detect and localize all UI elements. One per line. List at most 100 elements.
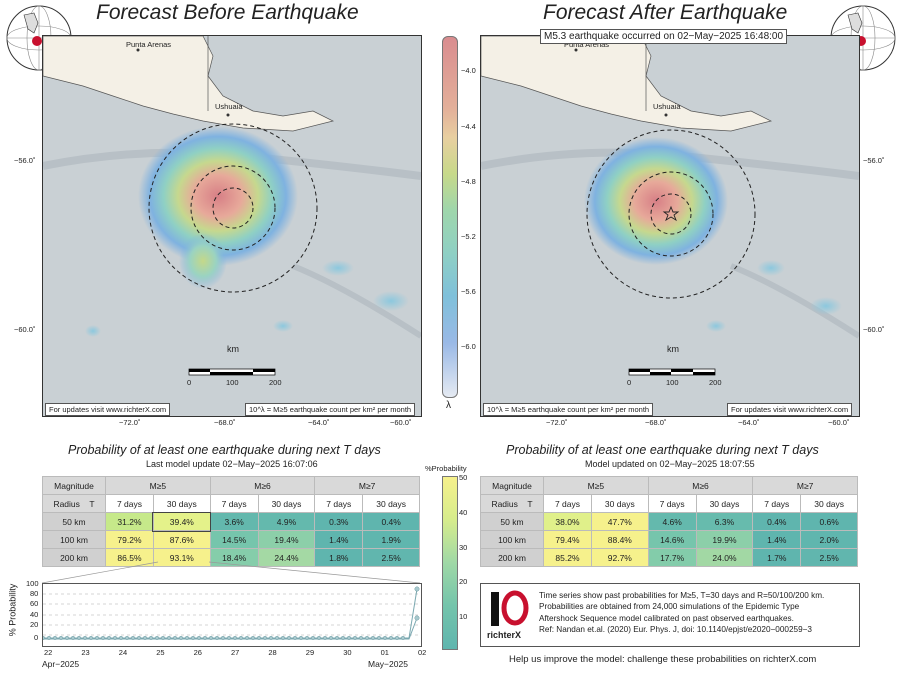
ts-point	[370, 635, 376, 641]
lat-56-right: −56.0˚	[863, 156, 885, 165]
ts-point	[148, 635, 154, 641]
ts-xtick: 26	[193, 648, 202, 657]
ts-point	[280, 635, 286, 641]
radius-200: 200 km	[42, 548, 106, 567]
ts-ytick-0: 0	[34, 633, 39, 642]
header-m7: M≥7	[752, 476, 858, 495]
ts-xtick: 02	[418, 648, 427, 657]
period-7: 7 days	[752, 494, 802, 513]
ts-point	[94, 635, 100, 641]
radius-50: 50 km	[42, 512, 106, 531]
punta-arenas-label-right: Punta Arenas	[564, 40, 610, 49]
cell: 1.7%	[752, 548, 802, 567]
prob-tick-10: 10	[459, 612, 468, 621]
before-title: Forecast Before Earthquake	[96, 1, 359, 24]
cell: 2.0%	[800, 530, 858, 549]
lambda-tick-4: −5.6	[461, 287, 476, 296]
ts-point	[328, 635, 334, 641]
scale-tick-200-right: 200	[709, 378, 722, 387]
ts-point	[184, 635, 190, 641]
scale-unit-left: km	[227, 344, 239, 354]
right-forecast-map[interactable]: Punta Arenas Ushuaia km 0 100 200 10^λ =…	[480, 35, 860, 417]
punta-arenas-label: Punta Arenas	[126, 40, 172, 49]
period-30: 30 days	[362, 494, 420, 513]
lambda-symbol: λ	[446, 400, 451, 411]
prob-tick-50: 50	[459, 473, 468, 482]
cell: 1.4%	[752, 530, 802, 549]
header-magnitude: Magnitude	[42, 476, 106, 495]
cell: 88.4%	[590, 530, 649, 549]
ts-point	[46, 635, 52, 641]
scale-bar-left	[188, 368, 276, 376]
lon-64-right: −64.0˚	[738, 418, 760, 427]
cell: 2.5%	[362, 548, 420, 567]
cell: 31.2%	[105, 512, 154, 531]
lon-60-right: −60.0˚	[828, 418, 850, 427]
cell: 86.5%	[105, 548, 154, 567]
timeseries-plot[interactable]	[40, 583, 422, 647]
ts-xtick: 28	[268, 648, 277, 657]
lambda-colorbar	[442, 36, 458, 398]
ts-xtick: 29	[305, 648, 315, 657]
cell: 47.7%	[590, 512, 649, 531]
lon-72-right: −72.0˚	[546, 418, 568, 427]
cell: 38.0%	[543, 512, 592, 531]
ts-point	[154, 635, 160, 641]
ts-point	[40, 635, 46, 641]
ts-point	[220, 635, 226, 641]
ts-point	[400, 635, 406, 641]
period-30: 30 days	[695, 494, 754, 513]
ts-point	[100, 635, 106, 641]
ts-point	[250, 635, 256, 641]
cell: 14.6%	[647, 530, 697, 549]
period-7: 7 days	[209, 494, 259, 513]
prob-tick-40: 40	[459, 508, 468, 517]
ts-point	[352, 635, 358, 641]
updates-note-left[interactable]: For updates visit www.richterX.com	[45, 403, 171, 416]
timeseries-ylabel: % Probability	[7, 583, 18, 637]
richterx-logo-text: richterX	[487, 630, 522, 640]
ts-ytick-80: 80	[30, 589, 39, 598]
left-forecast-map[interactable]: Punta Arenas Ushuaia km 0 100 200 For up…	[42, 35, 422, 417]
ts-point	[136, 635, 142, 641]
cell: 24.0%	[695, 548, 754, 567]
ts-point	[232, 635, 238, 641]
period-30: 30 days	[800, 494, 858, 513]
event-note: M5.3 earthquake occurred on 02−May−2025 …	[540, 29, 788, 44]
cell: 4.6%	[647, 512, 697, 531]
period-7: 7 days	[647, 494, 697, 513]
probability-colorbar	[442, 476, 458, 650]
header-m6: M≥6	[647, 476, 754, 495]
ts-xtick: 27	[231, 648, 240, 657]
updates-note-right[interactable]: For updates visit www.richterX.com	[727, 403, 853, 416]
footer-link[interactable]: Help us improve the model: challenge the…	[509, 654, 817, 665]
ts-point	[196, 635, 202, 641]
ts-point	[118, 635, 124, 641]
lambda-tick-1: −4.4	[461, 122, 476, 131]
lambda-tick-3: −5.2	[461, 232, 476, 241]
info-line-1: Time series show past probabilities for …	[539, 591, 825, 600]
richterx-logo[interactable]: richterX	[487, 588, 531, 642]
info-line-2: Probabilities are obtained from 24,000 s…	[539, 602, 800, 611]
lon-68-right: −68.0˚	[645, 418, 667, 427]
ts-month-left: Apr−2025	[42, 659, 80, 669]
ts-point	[52, 635, 58, 641]
scale-tick-100-right: 100	[666, 378, 679, 387]
ts-point	[58, 635, 64, 641]
ts-point	[244, 635, 250, 641]
ts-point	[124, 635, 130, 641]
ts-point	[274, 635, 280, 641]
epicenter-star-icon	[662, 205, 680, 222]
ts-point	[364, 635, 370, 641]
ts-point	[88, 635, 94, 641]
right-probability-table: Magnitude M≥5 M≥6 M≥7 Radius T 7 days 30…	[480, 476, 858, 567]
ts-point	[64, 635, 70, 641]
cell: 0.4%	[362, 512, 420, 531]
cell: 92.7%	[590, 548, 649, 567]
cell: 19.9%	[695, 530, 754, 549]
ts-xtick: 30	[343, 648, 352, 657]
ts-point	[334, 635, 340, 641]
scale-tick-0-left: 0	[187, 378, 192, 387]
cell: 1.4%	[314, 530, 364, 549]
ts-point	[394, 635, 400, 641]
